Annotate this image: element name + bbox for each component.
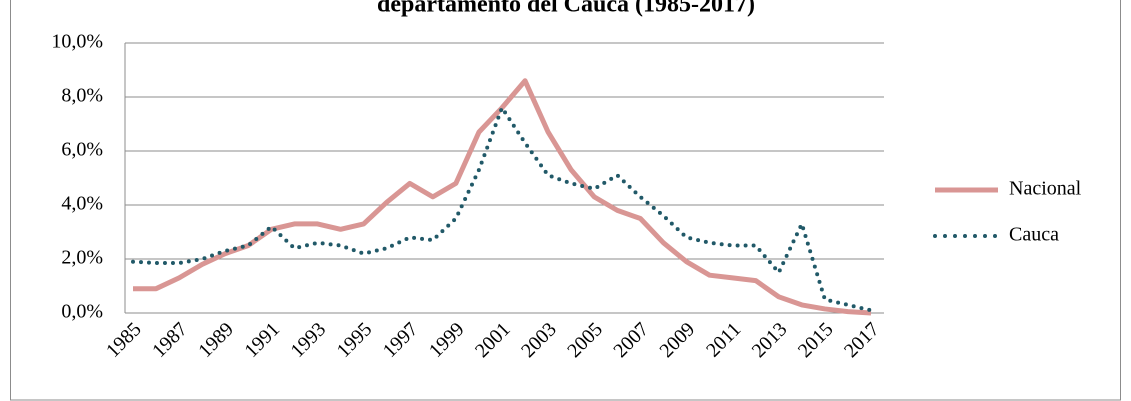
legend-label: Cauca bbox=[1009, 224, 1059, 246]
y-tick-label: 10,0% bbox=[51, 31, 103, 53]
y-tick-label: 6,0% bbox=[61, 139, 103, 161]
chart-title: departamento del Cauca (1985-2017) bbox=[377, 0, 755, 18]
y-tick-label: 0,0% bbox=[61, 301, 103, 323]
y-tick-label: 2,0% bbox=[61, 247, 103, 269]
y-tick-label: 8,0% bbox=[61, 85, 103, 107]
chart-frame bbox=[10, 0, 1121, 401]
legend-label: Nacional bbox=[1009, 178, 1082, 200]
y-tick-label: 4,0% bbox=[61, 193, 103, 215]
series-line bbox=[131, 105, 873, 313]
